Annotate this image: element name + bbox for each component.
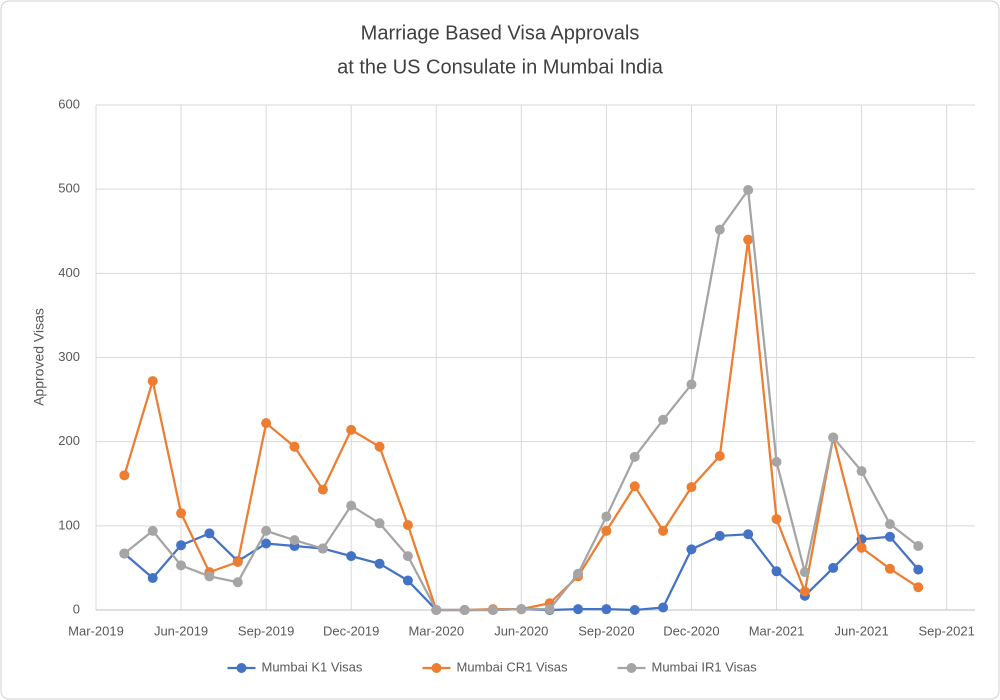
data-point (771, 456, 782, 467)
data-point (573, 568, 584, 579)
legend-label: Mumbai K1 Visas (262, 659, 363, 674)
data-point (828, 562, 839, 573)
data-point (261, 525, 272, 536)
data-point (799, 567, 810, 578)
data-point (913, 564, 924, 575)
data-point (516, 604, 527, 615)
y-tick-label: 100 (58, 517, 80, 532)
data-point (176, 560, 187, 571)
data-point (714, 450, 725, 461)
data-point (261, 538, 272, 549)
data-point (176, 540, 187, 551)
data-point (346, 551, 357, 562)
data-point (459, 605, 470, 615)
data-point (686, 379, 697, 390)
data-point (601, 604, 612, 615)
data-point (232, 557, 243, 568)
data-point (317, 484, 328, 495)
data-point (601, 511, 612, 522)
data-point (629, 481, 640, 492)
x-tick-label: Sep-2020 (578, 623, 634, 638)
chart-title: Marriage Based Visa Approvals (361, 22, 640, 44)
data-point (402, 575, 413, 586)
data-point (771, 514, 782, 525)
data-point (743, 185, 754, 196)
data-point (119, 470, 130, 481)
data-point (714, 224, 725, 235)
x-tick-label: Mar-2021 (749, 623, 805, 638)
legend-marker (236, 663, 247, 673)
data-point (544, 604, 555, 615)
data-point (884, 519, 895, 530)
data-point (856, 466, 867, 477)
data-point (402, 551, 413, 562)
y-tick-label: 200 (58, 433, 80, 448)
data-point (374, 441, 385, 452)
data-point (289, 441, 300, 452)
data-point (289, 535, 300, 546)
data-point (317, 543, 328, 554)
data-point (431, 605, 442, 615)
data-point (261, 418, 272, 429)
x-tick-label: Mar-2019 (68, 623, 124, 638)
x-tick-label: Jun-2020 (494, 623, 548, 638)
data-point (686, 482, 697, 493)
y-tick-label: 600 (58, 96, 80, 111)
x-tick-label: Dec-2019 (323, 623, 379, 638)
data-point (573, 604, 584, 615)
data-point (204, 528, 215, 539)
data-point (204, 571, 215, 582)
data-point (828, 432, 839, 443)
x-tick-label: Dec-2020 (663, 623, 719, 638)
data-point (686, 544, 697, 555)
x-tick-label: Sep-2021 (918, 623, 974, 638)
chart-title: at the US Consulate in Mumbai India (337, 56, 664, 78)
data-point (771, 566, 782, 577)
legend-marker (626, 663, 637, 673)
data-point (601, 525, 612, 536)
x-tick-label: Jun-2019 (154, 623, 208, 638)
data-point (743, 234, 754, 245)
y-tick-label: 400 (58, 265, 80, 280)
data-point (658, 525, 669, 536)
data-point (374, 558, 385, 569)
data-point (402, 519, 413, 530)
data-point (743, 529, 754, 540)
data-point (147, 376, 158, 387)
data-point (856, 542, 867, 553)
x-tick-label: Mar-2020 (408, 623, 464, 638)
data-point (913, 582, 924, 593)
data-point (629, 451, 640, 462)
legend-label: Mumbai IR1 Visas (652, 659, 758, 674)
data-point (884, 563, 895, 574)
data-point (147, 573, 158, 584)
data-point (714, 530, 725, 541)
data-point (884, 531, 895, 542)
y-tick-label: 300 (58, 349, 80, 364)
data-point (658, 602, 669, 613)
data-point (913, 541, 924, 552)
data-point (658, 414, 669, 425)
x-tick-label: Sep-2019 (238, 623, 294, 638)
data-point (487, 605, 498, 615)
data-point (346, 424, 357, 435)
data-point (176, 508, 187, 519)
data-point (232, 577, 243, 588)
y-tick-label: 0 (73, 601, 80, 616)
data-point (147, 525, 158, 536)
y-tick-label: 500 (58, 181, 80, 196)
y-axis-label: Approved Visas (31, 308, 47, 406)
data-point (374, 518, 385, 529)
legend-label: Mumbai CR1 Visas (457, 659, 569, 674)
data-point (119, 548, 130, 559)
x-tick-label: Jun-2021 (834, 623, 888, 638)
data-point (799, 586, 810, 597)
data-point (629, 605, 640, 615)
data-point (346, 500, 357, 511)
legend-marker (431, 663, 442, 673)
